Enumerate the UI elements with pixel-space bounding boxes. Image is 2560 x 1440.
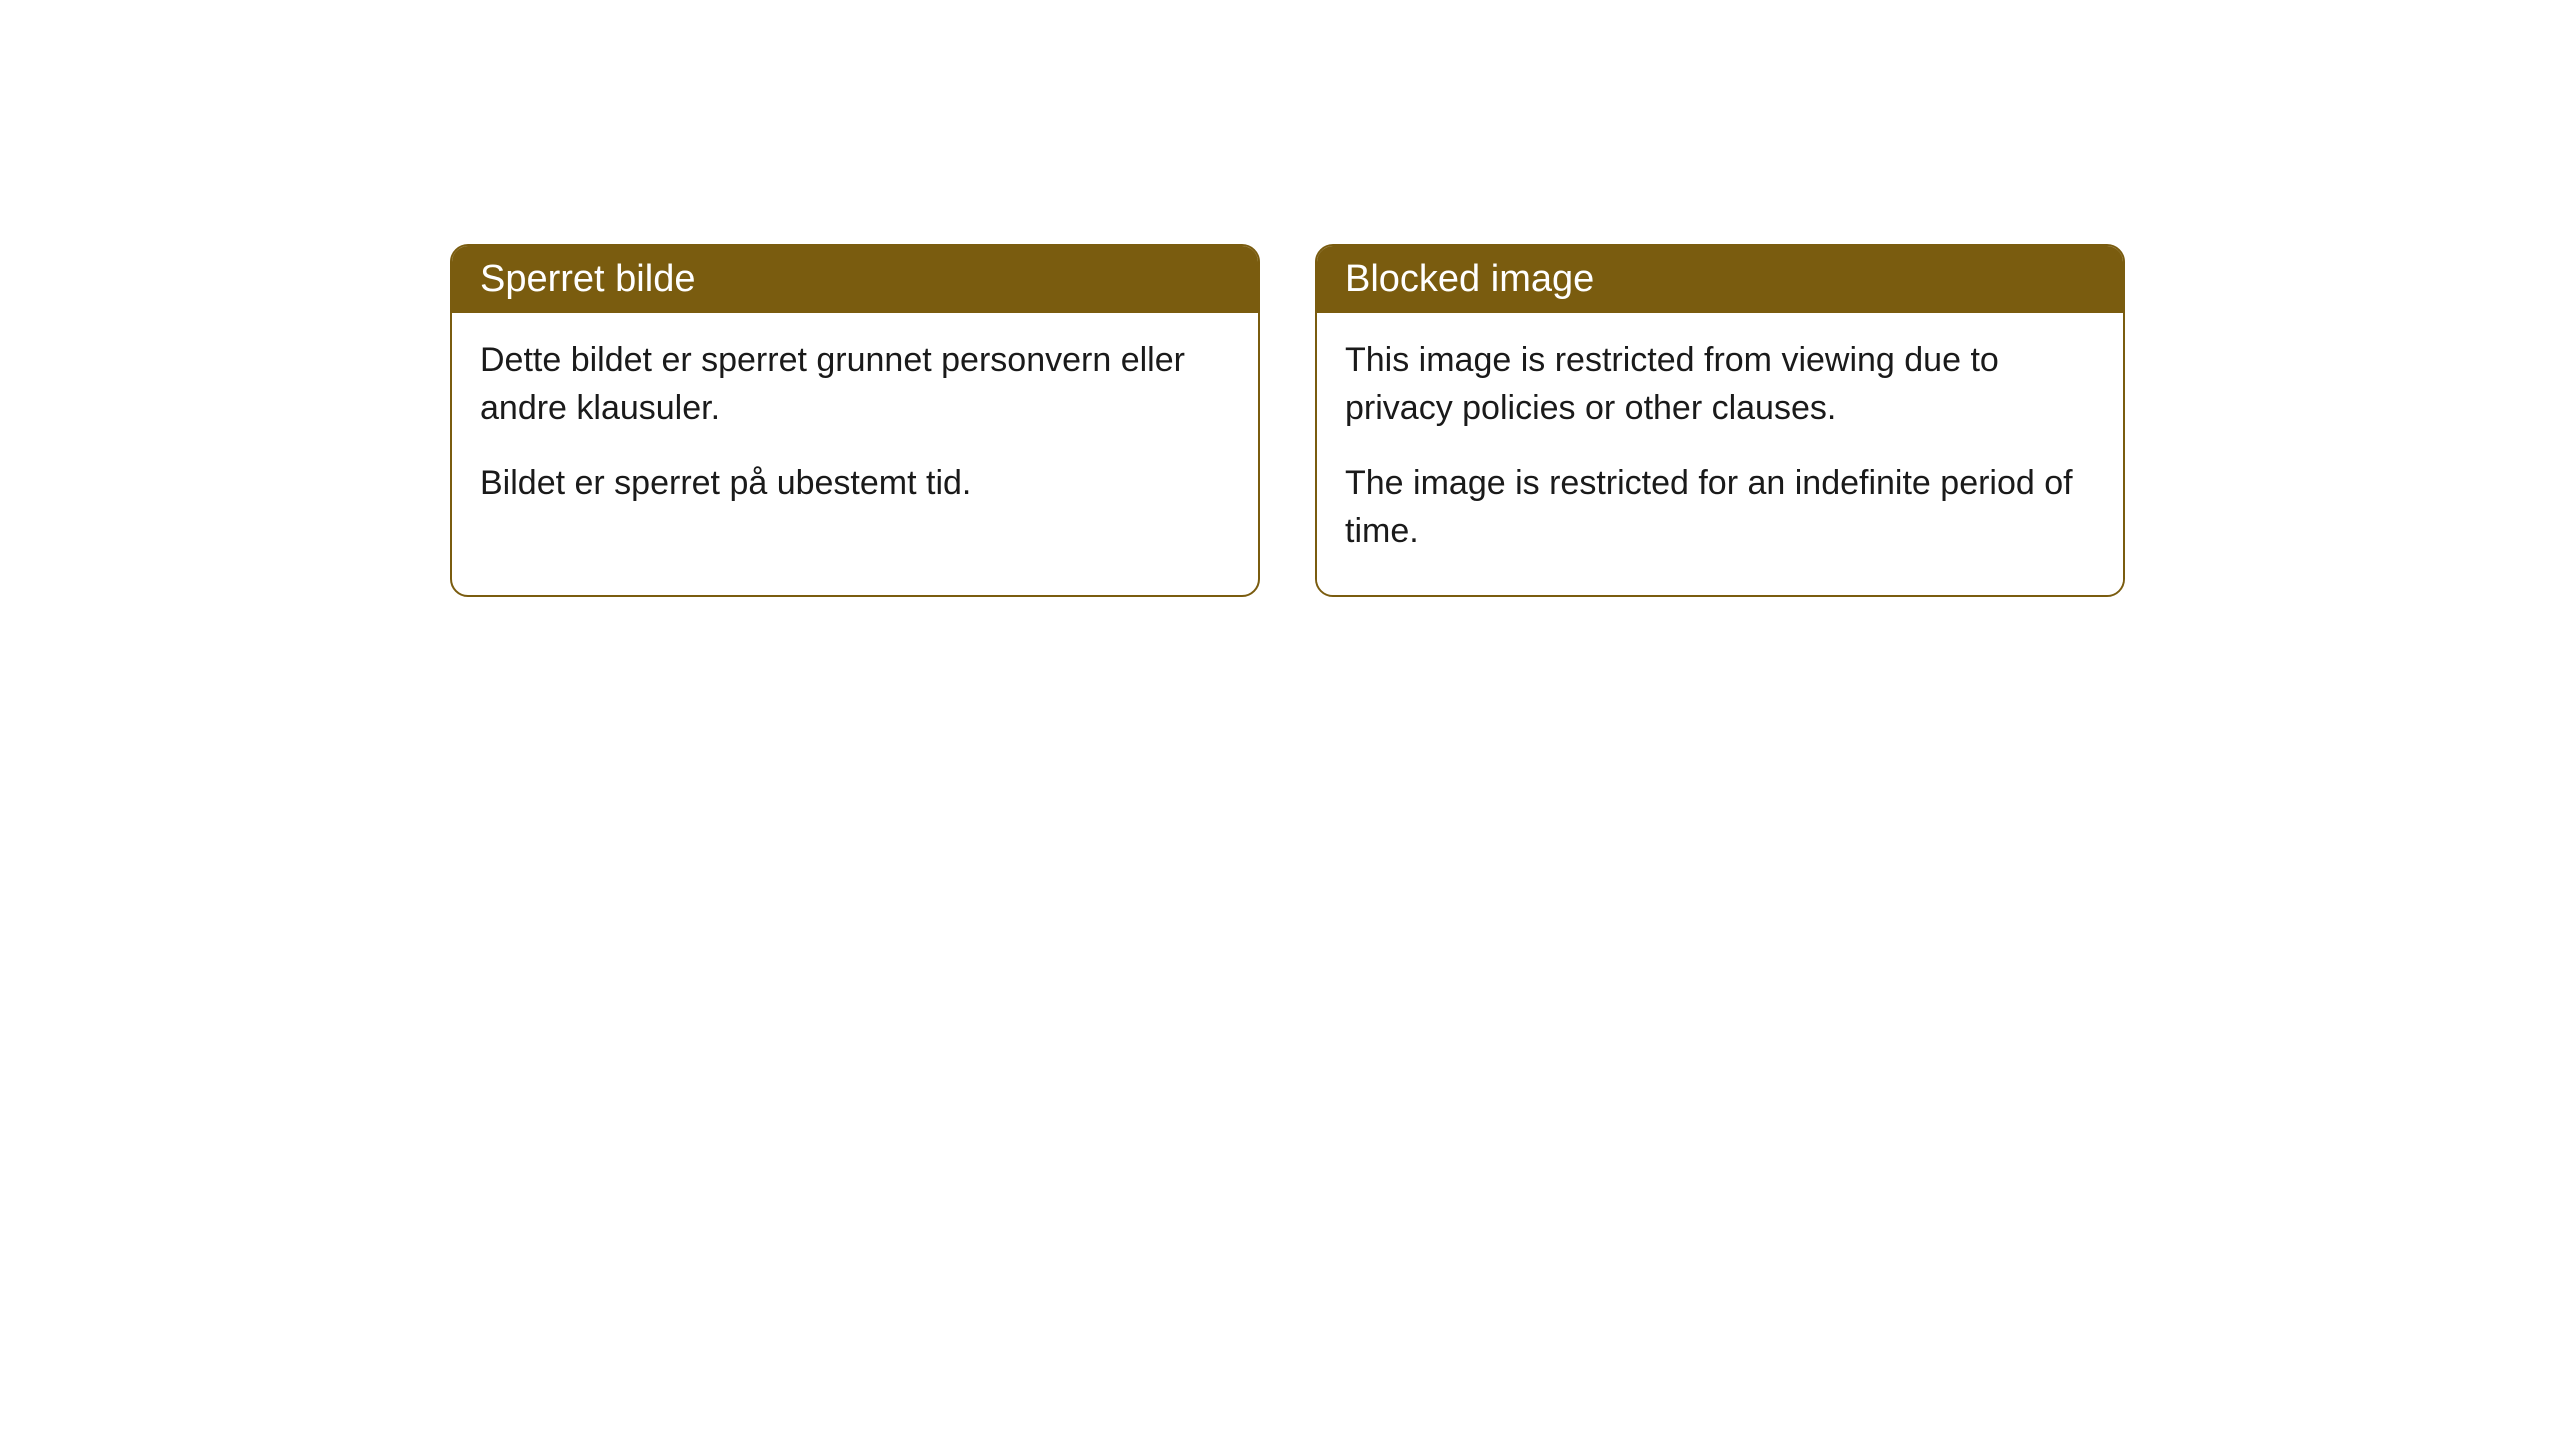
card-paragraph: The image is restricted for an indefinit… bbox=[1345, 460, 2095, 555]
card-header-norwegian: Sperret bilde bbox=[452, 246, 1258, 313]
card-english: Blocked image This image is restricted f… bbox=[1315, 244, 2125, 597]
card-norwegian: Sperret bilde Dette bildet er sperret gr… bbox=[450, 244, 1260, 597]
card-paragraph: Bildet er sperret på ubestemt tid. bbox=[480, 460, 1230, 508]
card-body-english: This image is restricted from viewing du… bbox=[1317, 313, 2123, 595]
card-header-english: Blocked image bbox=[1317, 246, 2123, 313]
card-title: Sperret bilde bbox=[480, 258, 695, 300]
card-paragraph: This image is restricted from viewing du… bbox=[1345, 337, 2095, 432]
card-paragraph: Dette bildet er sperret grunnet personve… bbox=[480, 337, 1230, 432]
card-body-norwegian: Dette bildet er sperret grunnet personve… bbox=[452, 313, 1258, 548]
card-title: Blocked image bbox=[1345, 258, 1594, 300]
card-container: Sperret bilde Dette bildet er sperret gr… bbox=[450, 244, 2125, 597]
